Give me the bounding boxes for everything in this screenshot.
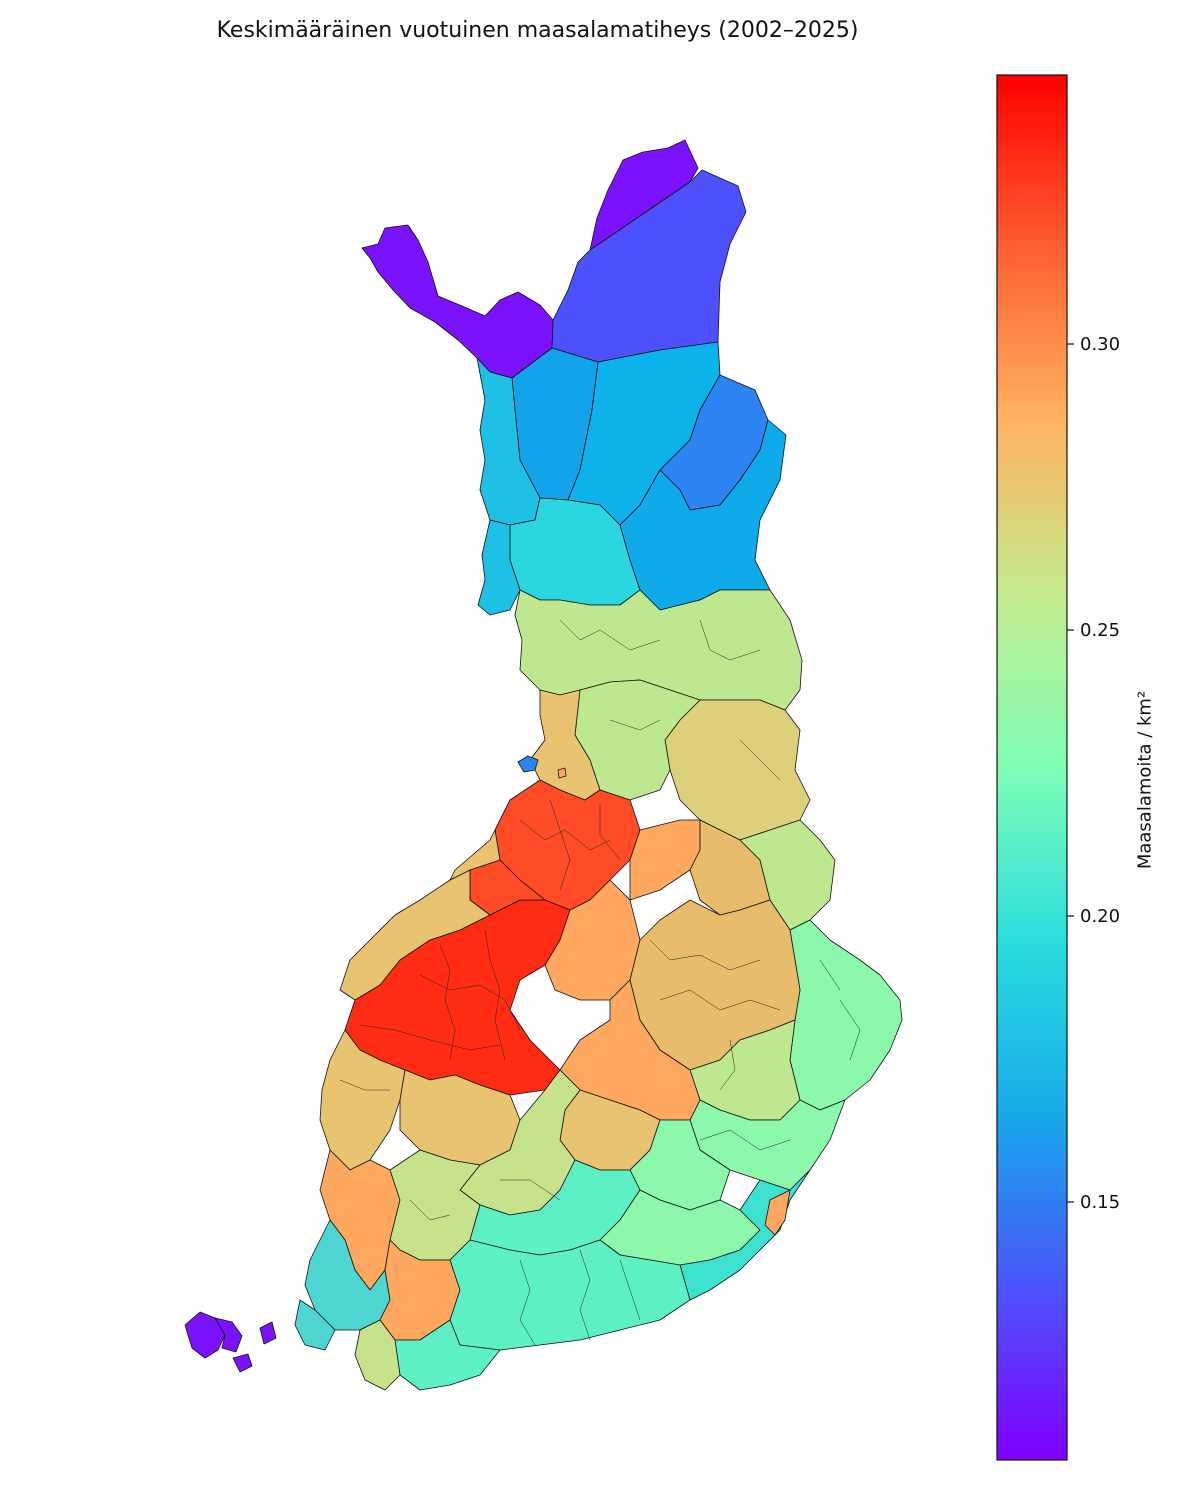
colorbar-ticks: 0.15 0.20 0.25 0.30 <box>1067 334 1120 1213</box>
region-raasepori <box>354 1319 401 1391</box>
region-enontekio <box>361 224 554 379</box>
colorbar-tick-label: 0.15 <box>1080 1192 1120 1213</box>
colorbar-tick-label: 0.20 <box>1080 906 1120 927</box>
municipality-borders <box>339 619 861 1346</box>
finland-map <box>184 139 903 1391</box>
region-salla <box>619 419 787 611</box>
region-iisalmi <box>629 819 701 901</box>
region-ahvenanmaa-2 <box>214 1317 243 1353</box>
region-kainuu <box>664 699 811 841</box>
region-kotka <box>764 1189 791 1236</box>
region-pohjois-savo-w <box>544 879 641 1001</box>
page-title: Keskimääräinen vuotuinen maasalamatiheys… <box>216 18 859 43</box>
region-nurmes <box>739 819 836 931</box>
colorbar-tick-label: 0.30 <box>1080 334 1120 355</box>
colorbar: 0.15 0.20 0.25 0.30 <box>996 74 1120 1461</box>
region-ahvenanmaa-3 <box>232 1353 253 1373</box>
colorbar-label: Maasalamoita / km² <box>1134 690 1156 870</box>
region-tornio <box>477 519 521 616</box>
colorbar-rect <box>996 74 1068 1461</box>
region-hailuoto <box>517 755 539 773</box>
region-vaasa-coast <box>339 869 491 1001</box>
colorbar-tick-label: 0.25 <box>1080 620 1120 641</box>
region-pohjois-karjala <box>789 919 903 1111</box>
region-turku-archipelago <box>294 1299 336 1351</box>
region-kokkola-coast <box>449 799 511 881</box>
region-ahvenanmaa-1 <box>184 1311 226 1359</box>
region-kalajoki-small <box>557 767 567 779</box>
region-utsjoki <box>589 139 699 251</box>
region-ahvenanmaa-4 <box>259 1321 277 1345</box>
